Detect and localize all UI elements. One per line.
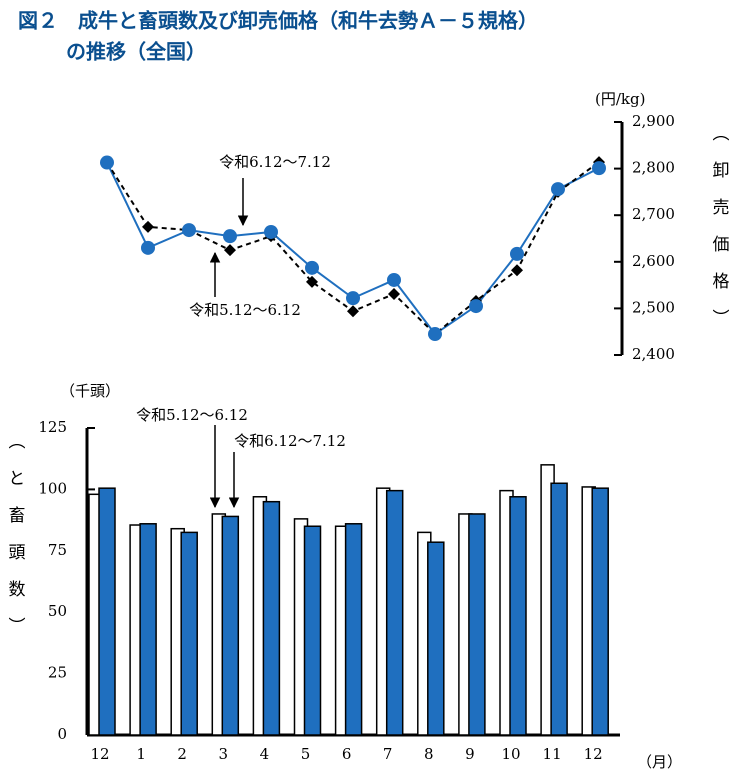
point: [182, 223, 196, 238]
bar: [98, 487, 116, 736]
bar: [385, 489, 404, 736]
annotation: 令和6.12～7.12: [234, 432, 346, 450]
point: [223, 229, 237, 244]
point: [387, 272, 401, 287]
bar: [262, 500, 281, 736]
point: [346, 291, 360, 306]
y-tick-label: 2,800: [632, 159, 675, 177]
point: [347, 305, 359, 318]
bar: [221, 515, 240, 736]
x-tick-label: 5: [301, 745, 311, 763]
bar: [468, 513, 486, 736]
x-tick-label: 8: [424, 745, 434, 763]
x-tick-label: 3: [219, 745, 229, 763]
chart-title: 図２ 成牛と畜頭数及び卸売価格（和牛去勢Ａ－５規格）: [18, 9, 538, 33]
point: [428, 327, 442, 342]
y-tick-label: 75: [48, 541, 67, 559]
bar: [509, 496, 527, 736]
y-tick-label: 25: [48, 664, 67, 682]
y-axis-label: （千頭）: [60, 382, 120, 400]
x-tick-label: 7: [383, 745, 393, 763]
y-tick-label: 2,600: [632, 252, 675, 270]
x-tick-label: 1: [136, 745, 146, 763]
point: [306, 275, 318, 288]
x-tick-label: 6: [342, 745, 352, 763]
point: [100, 155, 114, 170]
point: [469, 299, 483, 314]
point: [592, 161, 606, 176]
y-tick-label: 0: [57, 725, 67, 743]
bar: [344, 523, 363, 736]
bar: [180, 531, 198, 736]
x-tick-label: 12: [584, 745, 603, 763]
y-tick-label: 2,700: [632, 205, 675, 223]
x-tick-label: 10: [501, 745, 520, 763]
x-tick-label: 9: [465, 745, 475, 763]
bar: [427, 541, 445, 736]
x-tick-label: 4: [260, 745, 270, 763]
y-tick-label: 2,500: [632, 298, 675, 316]
y-tick-label: 2,400: [632, 345, 675, 363]
point: [142, 220, 154, 233]
x-tick-label: 11: [543, 745, 562, 763]
point: [141, 240, 155, 255]
y-tick-label: 50: [48, 602, 67, 620]
annotation: 令和5.12～6.12: [189, 301, 301, 319]
bar: [139, 523, 157, 736]
point: [551, 182, 565, 197]
x-tick-label: 12: [90, 745, 109, 763]
annotation: 令和5.12～6.12: [136, 406, 248, 424]
point: [305, 260, 319, 275]
point: [388, 287, 400, 300]
point: [224, 244, 236, 257]
x-axis-label: （月）: [637, 753, 682, 771]
bar: [303, 525, 322, 736]
y-tick-label: 125: [38, 418, 67, 436]
chart-title: の推移（全国）: [66, 40, 206, 64]
bar: [591, 487, 609, 736]
point: [264, 224, 278, 239]
x-tick-label: 2: [177, 745, 187, 763]
point: [511, 264, 523, 277]
annotation: 令和6.12～7.12: [219, 153, 331, 171]
y-tick-label: 2,900: [632, 112, 675, 130]
y-tick-label: 100: [38, 479, 67, 497]
y-axis-label: (円/kg): [595, 90, 645, 108]
point: [510, 246, 524, 261]
y-axis-title: （卸売価格）: [709, 124, 730, 346]
y-axis-title: （と畜頭数）: [5, 432, 26, 654]
bar: [550, 482, 568, 736]
